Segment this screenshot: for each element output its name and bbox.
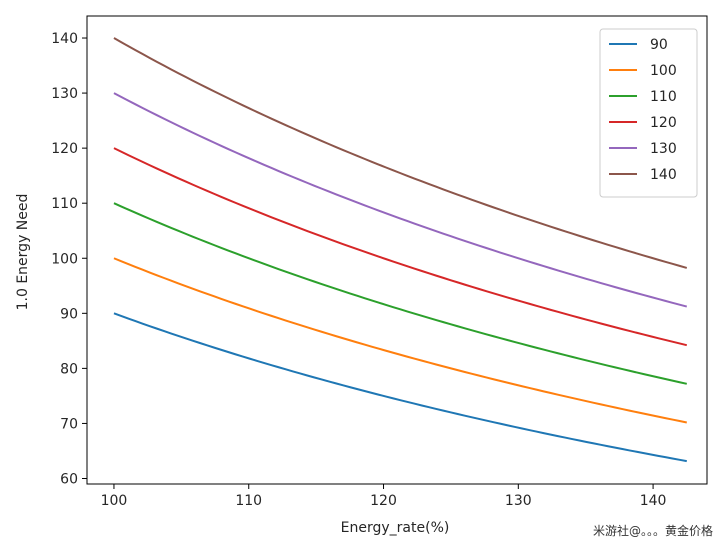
y-tick-label: 80 — [60, 361, 78, 377]
legend: 90 100 110 120 130 140 — [599, 28, 698, 198]
y-tick-label: 140 — [51, 31, 78, 47]
legend-label-140: 140 — [650, 167, 677, 183]
x-axis: 100 110 120 130 140 — [101, 484, 667, 509]
y-tick-label: 100 — [51, 251, 78, 267]
series-line-110 — [113, 202, 687, 385]
x-axis-label: Energy_rate(%) — [341, 520, 450, 536]
series-line-90 — [113, 312, 687, 463]
legend-label-90: 90 — [650, 37, 668, 53]
y-tick-label: 110 — [51, 196, 78, 212]
legend-label-120: 120 — [650, 115, 677, 131]
x-tick-label: 120 — [370, 493, 397, 509]
x-tick-label: 110 — [235, 493, 262, 509]
y-tick-label: 60 — [60, 471, 78, 487]
y-tick-label: 120 — [51, 141, 78, 157]
y-axis: 60 70 80 90 100 110 120 130 140 — [51, 31, 87, 487]
y-tick-label: 90 — [60, 306, 78, 322]
y-tick-label: 130 — [51, 86, 78, 102]
series-layer — [113, 37, 688, 463]
y-axis-label: 1.0 Energy Need — [15, 194, 31, 311]
x-tick-label: 100 — [101, 493, 128, 509]
legend-frame — [599, 28, 698, 198]
series-line-140 — [113, 37, 688, 269]
series-line-100 — [113, 257, 687, 424]
legend-label-100: 100 — [650, 63, 677, 79]
series-line-120 — [113, 147, 688, 347]
x-tick-label: 140 — [640, 493, 667, 509]
legend-label-130: 130 — [650, 141, 677, 157]
x-tick-label: 130 — [505, 493, 532, 509]
legend-label-110: 110 — [650, 89, 677, 105]
y-tick-label: 70 — [60, 416, 78, 432]
watermark: 米游社@。。。黄金价格 — [592, 524, 713, 538]
series-line-130 — [113, 92, 688, 308]
